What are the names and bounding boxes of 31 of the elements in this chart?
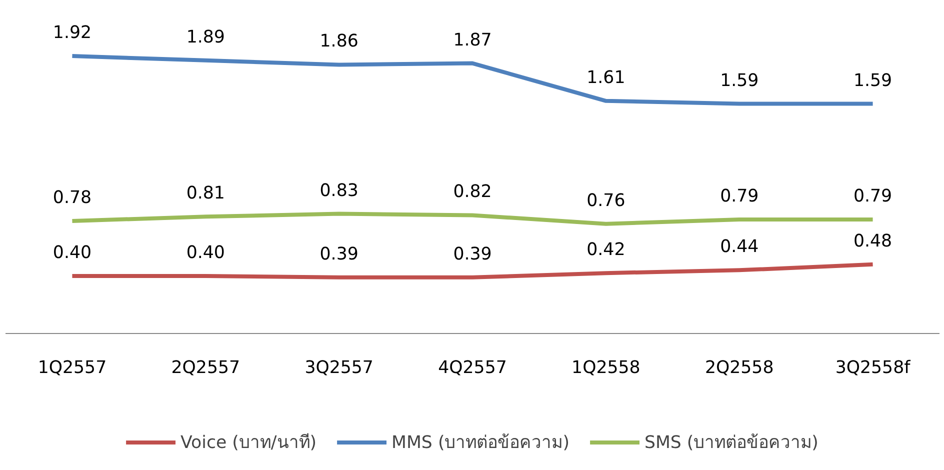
x-tick-label: 3Q2558f: [835, 358, 912, 378]
data-label: 0.79: [853, 186, 892, 207]
x-tick-label: 2Q2557: [171, 358, 240, 378]
data-label: 0.82: [453, 182, 492, 202]
data-label: 0.78: [52, 188, 92, 208]
data-label: 1.89: [186, 27, 225, 48]
data-label: 0.83: [320, 180, 358, 201]
legend-label: SMS (บาทต่อข้อความ): [644, 432, 818, 455]
x-tick-label: 1Q2557: [38, 358, 107, 378]
data-label: 1.86: [320, 32, 358, 52]
data-label: 0.40: [186, 242, 225, 263]
legend-label: MMS (บาทต่อข้อความ): [392, 432, 570, 455]
x-tick-label: 4Q2557: [438, 358, 507, 378]
x-tick-label: 2Q2558: [704, 358, 774, 378]
data-label: 0.81: [186, 184, 225, 204]
data-label: 1.59: [720, 70, 759, 91]
data-label: 0.39: [320, 244, 358, 264]
data-label: 0.79: [720, 186, 759, 207]
x-tick-label: 3Q2557: [304, 358, 374, 378]
data-label: 0.40: [52, 242, 92, 263]
data-label: 0.76: [586, 190, 626, 211]
data-label: 1.61: [586, 68, 626, 88]
data-label: 0.39: [453, 244, 492, 264]
data-label: 1.59: [853, 70, 892, 91]
data-label: 1.87: [453, 30, 492, 50]
data-label: 0.44: [720, 237, 759, 258]
legend-label: Voice (บาท/นาที): [180, 432, 317, 455]
data-label: 0.42: [586, 240, 626, 260]
data-label: 1.92: [52, 23, 92, 44]
x-tick-label: 1Q2558: [572, 358, 640, 378]
data-label: 0.48: [853, 231, 892, 252]
